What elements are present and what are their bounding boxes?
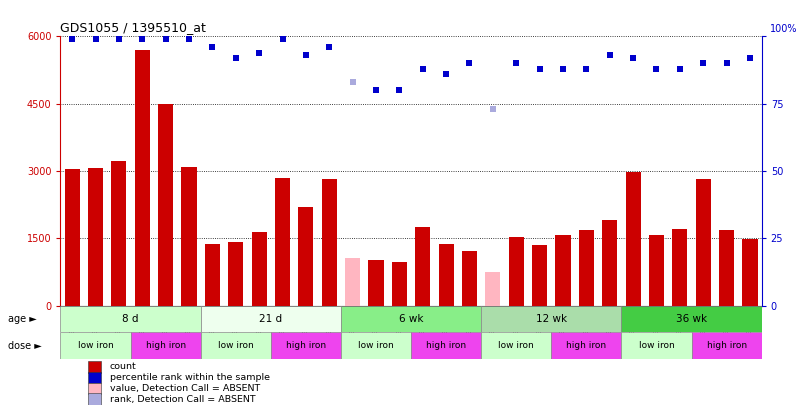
Text: low iron: low iron xyxy=(77,341,114,350)
Bar xyxy=(481,333,551,359)
Bar xyxy=(341,305,481,333)
Bar xyxy=(181,166,197,305)
Bar xyxy=(89,372,101,384)
Text: 21 d: 21 d xyxy=(260,314,282,324)
Bar xyxy=(135,50,150,305)
Bar xyxy=(509,237,524,305)
Text: low iron: low iron xyxy=(218,341,254,350)
Bar xyxy=(692,333,762,359)
Text: 100%: 100% xyxy=(770,23,797,34)
Text: count: count xyxy=(110,362,136,371)
Text: rank, Detection Call = ABSENT: rank, Detection Call = ABSENT xyxy=(110,395,256,404)
Text: 36 wk: 36 wk xyxy=(676,314,707,324)
Text: GDS1055 / 1395510_at: GDS1055 / 1395510_at xyxy=(60,21,206,34)
Bar xyxy=(625,172,641,305)
Bar xyxy=(485,272,501,305)
Bar xyxy=(205,244,220,305)
Bar xyxy=(719,230,734,305)
Bar xyxy=(298,207,314,305)
Bar xyxy=(621,333,692,359)
Text: percentile rank within the sample: percentile rank within the sample xyxy=(110,373,269,382)
Bar xyxy=(275,178,290,305)
Bar xyxy=(345,258,360,305)
Bar xyxy=(438,244,454,305)
Bar xyxy=(60,333,131,359)
Bar xyxy=(89,361,101,373)
Bar xyxy=(89,383,101,394)
Bar xyxy=(415,227,430,305)
Bar xyxy=(271,333,341,359)
Text: 6 wk: 6 wk xyxy=(399,314,423,324)
Bar xyxy=(111,161,127,305)
Bar xyxy=(368,260,384,305)
Text: 12 wk: 12 wk xyxy=(536,314,567,324)
Bar xyxy=(392,262,407,305)
Bar xyxy=(60,305,201,333)
Bar xyxy=(158,104,173,305)
Bar xyxy=(649,234,664,305)
Text: high iron: high iron xyxy=(286,341,326,350)
Text: high iron: high iron xyxy=(707,341,746,350)
Bar xyxy=(131,333,201,359)
Bar xyxy=(341,333,411,359)
Bar xyxy=(555,234,571,305)
Text: low iron: low iron xyxy=(638,341,675,350)
Bar xyxy=(742,239,758,305)
Text: low iron: low iron xyxy=(358,341,394,350)
Text: high iron: high iron xyxy=(146,341,185,350)
Text: value, Detection Call = ABSENT: value, Detection Call = ABSENT xyxy=(110,384,260,393)
Bar xyxy=(322,179,337,305)
Bar xyxy=(551,333,621,359)
Bar xyxy=(201,333,271,359)
Text: age ►: age ► xyxy=(8,314,37,324)
Bar xyxy=(532,245,547,305)
Bar xyxy=(251,232,267,305)
Text: dose ►: dose ► xyxy=(8,341,42,351)
Bar xyxy=(89,394,101,405)
Text: high iron: high iron xyxy=(567,341,606,350)
Bar xyxy=(462,251,477,305)
Text: low iron: low iron xyxy=(498,341,534,350)
Bar xyxy=(201,305,341,333)
Bar xyxy=(88,168,103,305)
Bar xyxy=(228,242,243,305)
Bar xyxy=(621,305,762,333)
Bar xyxy=(696,179,711,305)
Bar xyxy=(672,229,688,305)
Bar xyxy=(64,169,80,305)
Bar xyxy=(411,333,481,359)
Bar xyxy=(579,230,594,305)
Bar xyxy=(602,220,617,305)
Bar xyxy=(481,305,621,333)
Text: high iron: high iron xyxy=(426,341,466,350)
Text: 8 d: 8 d xyxy=(123,314,139,324)
